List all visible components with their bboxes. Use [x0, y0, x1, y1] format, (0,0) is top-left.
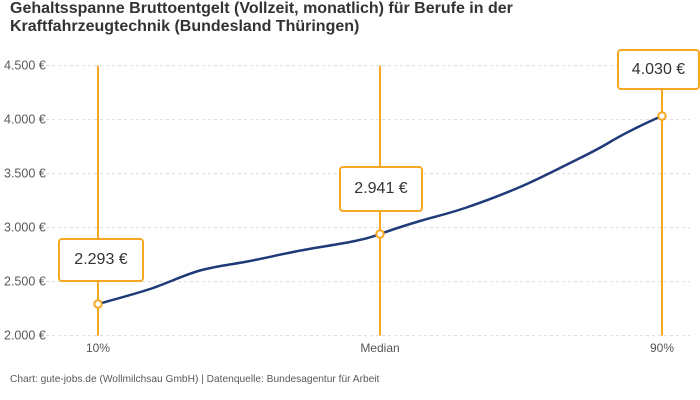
svg-text:3.000 €: 3.000 €: [4, 221, 46, 235]
svg-text:4.500 €: 4.500 €: [4, 59, 46, 73]
svg-text:90%: 90%: [650, 341, 674, 355]
svg-text:Median: Median: [360, 341, 399, 355]
svg-text:4.000 €: 4.000 €: [4, 113, 46, 127]
svg-text:10%: 10%: [86, 341, 110, 355]
svg-text:2.500 €: 2.500 €: [4, 275, 46, 289]
svg-text:2.000 €: 2.000 €: [4, 329, 46, 343]
svg-text:3.500 €: 3.500 €: [4, 167, 46, 181]
